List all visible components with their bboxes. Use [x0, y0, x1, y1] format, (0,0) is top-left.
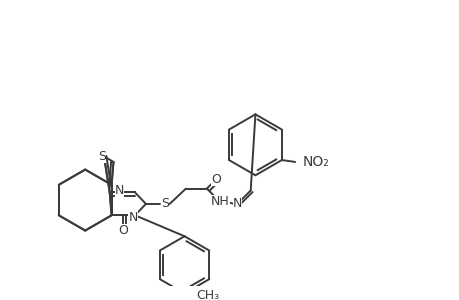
Text: O: O: [211, 172, 221, 186]
Text: N: N: [114, 184, 123, 197]
Text: NH: NH: [210, 196, 229, 208]
Text: N: N: [232, 197, 241, 210]
Text: S: S: [161, 197, 168, 210]
Text: CH₃: CH₃: [196, 289, 218, 300]
Text: O: O: [118, 224, 128, 237]
Text: S: S: [98, 150, 106, 163]
Text: N: N: [128, 211, 138, 224]
Text: NO₂: NO₂: [302, 155, 329, 169]
